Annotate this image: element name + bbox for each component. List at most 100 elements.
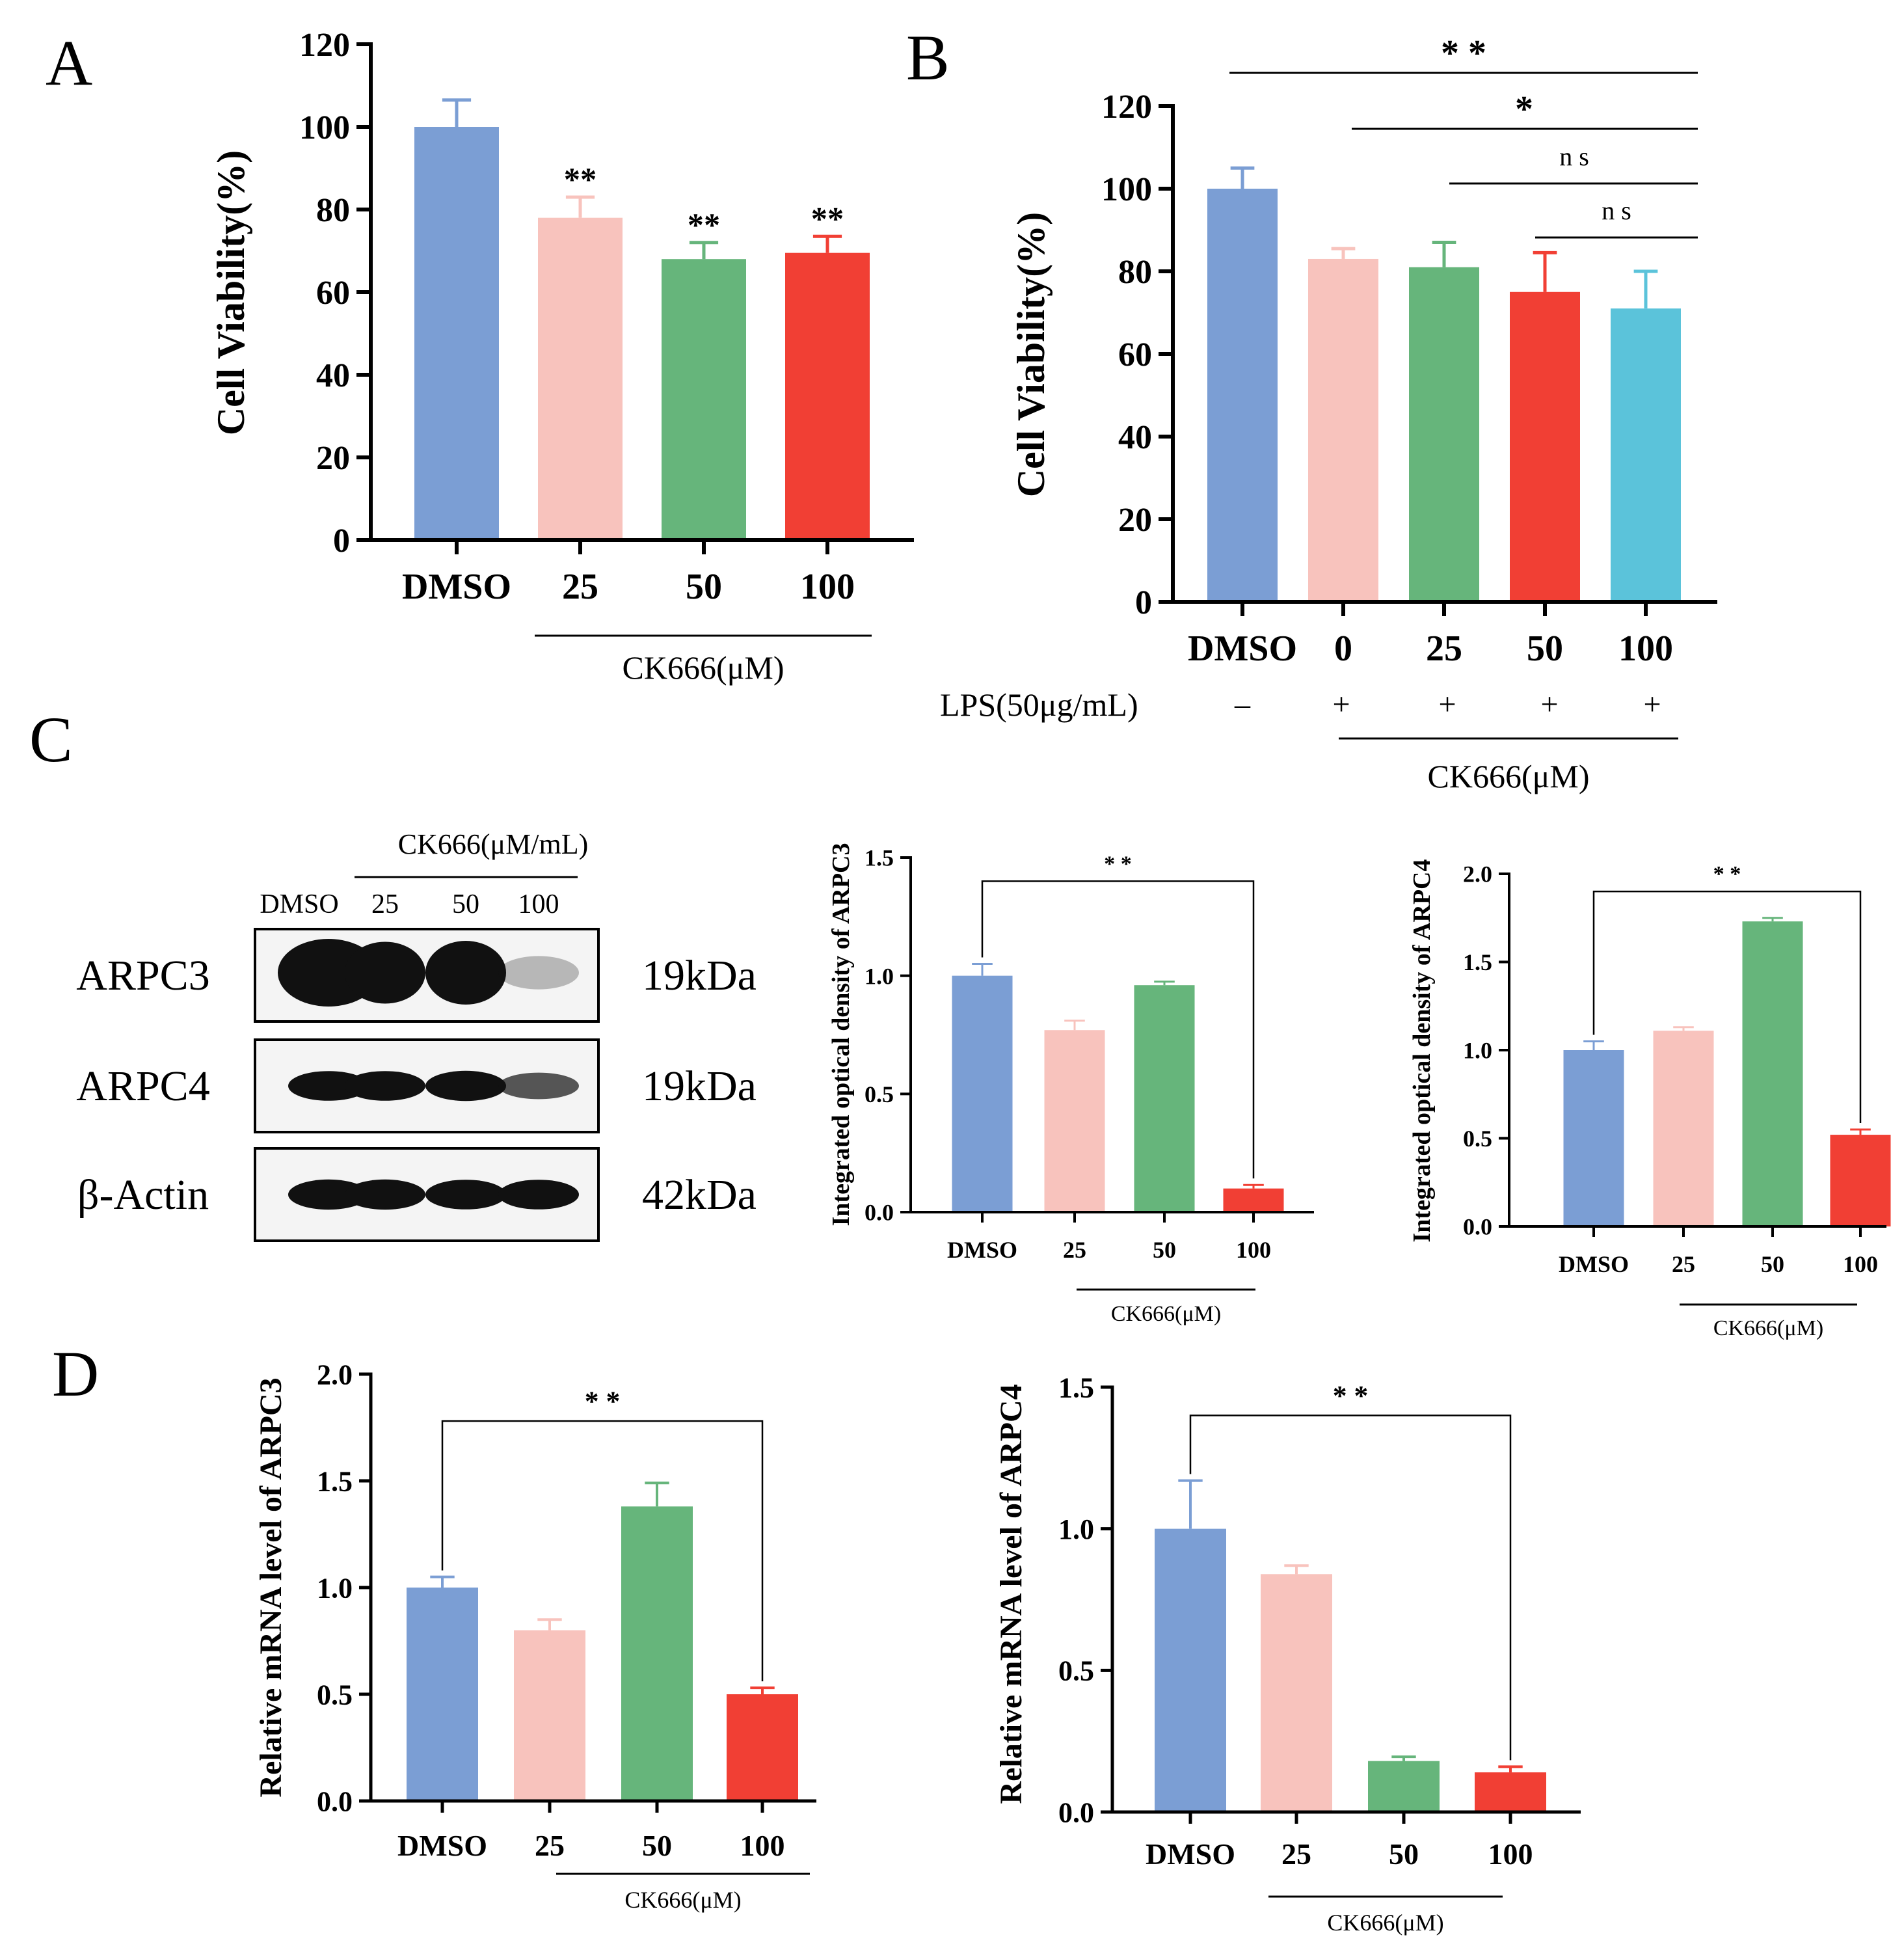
blot-band: [288, 1179, 369, 1210]
bar-C4-DMSO: [1563, 1050, 1624, 1226]
bar-B-100: [1611, 308, 1681, 602]
y-tick-label: 120: [1101, 88, 1152, 126]
chart-B: B DMSO 0 25 50 100 0 20 40 60 80 100 120 Cell Viabili…: [906, 21, 1717, 794]
bar-C3-DMSO: [952, 975, 1013, 1212]
y-tick-label: 1.0: [1463, 1038, 1492, 1064]
y-tick-label: 1.0: [865, 963, 894, 989]
x-tick-label: DMSO: [402, 567, 511, 607]
error-bar-A-0: [442, 98, 472, 127]
bar-C4-25: [1653, 1031, 1714, 1226]
blot-protein-label: ARPC4: [76, 1062, 209, 1110]
error-bar-D3-1: [537, 1618, 562, 1630]
x-tick-label: 100: [1236, 1237, 1271, 1263]
x-tick-label: 25: [1672, 1251, 1695, 1277]
bar-A-100: [785, 252, 870, 540]
lps-sign: +: [1643, 687, 1661, 722]
y-tick-label: 100: [299, 109, 350, 146]
chart-C4: DMSO 25 50 100 0.0 0.5 1.0 1.5 2.0 Integrated opt…: [1408, 859, 1891, 1340]
error-bar-D4-1: [1284, 1564, 1309, 1575]
error-bar-D3-0: [430, 1575, 455, 1588]
blot-lane-label: 50: [452, 889, 479, 919]
y-tick-label: 0.5: [317, 1679, 353, 1711]
y-tick-label: 0.0: [317, 1785, 353, 1817]
group-label: CK666(μM): [1427, 758, 1589, 794]
x-tick-label: 50: [686, 567, 722, 607]
error-bar-B-4: [1633, 269, 1658, 309]
lps-sign: –: [1234, 687, 1251, 722]
y-tick-label: 0.0: [865, 1200, 894, 1226]
x-tick-label: 50: [1761, 1251, 1784, 1277]
comparison-label: * *: [1441, 33, 1486, 74]
blot-band: [345, 1071, 425, 1101]
error-bar-D3-3: [750, 1686, 775, 1694]
y-axis-label: Relative mRNA level of ARPC3: [254, 1377, 288, 1797]
blot-band: [345, 941, 425, 1004]
blot-size-label: 19kDa: [642, 952, 757, 999]
y-axis-label: Cell Viability(%): [209, 150, 252, 435]
x-tick-label: 100: [1843, 1251, 1878, 1277]
x-tick-label: 25: [1063, 1237, 1086, 1263]
error-bar-B-0: [1230, 166, 1255, 189]
blot-row-2: β-Actin 42kDa: [77, 1147, 757, 1242]
error-bar-D4-3: [1498, 1765, 1523, 1773]
x-tick-label: 50: [642, 1829, 672, 1862]
bar-A-50: [662, 259, 746, 540]
y-tick-label: 0.0: [1463, 1214, 1492, 1240]
y-tick-label: 60: [316, 275, 350, 312]
bar-C3-25: [1044, 1030, 1105, 1212]
y-tick-label: 20: [1118, 502, 1152, 539]
group-label: CK666(μM): [622, 649, 784, 686]
bar-B-DMSO: [1207, 189, 1278, 602]
blot-lane-label: DMSO: [260, 889, 338, 919]
comparison-label: *: [1515, 89, 1533, 129]
x-tick-label: 100: [1618, 629, 1673, 669]
error-bar-B-1: [1331, 247, 1356, 259]
blot-treatment-label: CK666(μM/mL): [398, 828, 588, 860]
x-tick-label: 50: [1389, 1837, 1419, 1871]
error-bar-A-2: [689, 241, 719, 260]
bar-B-50: [1510, 291, 1580, 602]
blot-protein-label: β-Actin: [77, 1171, 209, 1219]
bracket-label: * *: [1713, 862, 1741, 886]
significance-bracket: [981, 880, 1255, 1179]
x-tick-label: 100: [740, 1829, 785, 1862]
blot-size-label: 19kDa: [642, 1062, 757, 1110]
x-tick-label: 100: [1488, 1837, 1533, 1871]
y-tick-label: 60: [1118, 336, 1152, 373]
bar-D4-50: [1368, 1761, 1440, 1812]
panel-letter-B: B: [906, 21, 950, 94]
y-tick-label: 0.5: [865, 1081, 894, 1107]
x-tick-label: 25: [1426, 629, 1462, 669]
x-tick-label: DMSO: [1188, 629, 1297, 669]
error-bar-C4-0: [1583, 1040, 1604, 1050]
y-tick-label: 1.0: [317, 1572, 353, 1604]
bar-D3-DMSO: [407, 1588, 478, 1801]
y-tick-label: 0.0: [1058, 1796, 1094, 1828]
panel-letter-C: C: [29, 703, 73, 776]
y-tick-label: 0: [1135, 584, 1152, 621]
y-axis-label: Integrated optical density of ARPC4: [1408, 859, 1436, 1243]
error-bar-C3-3: [1243, 1184, 1264, 1189]
y-tick-label: 120: [299, 27, 350, 64]
x-tick-label: 25: [535, 1829, 565, 1862]
error-bar-C3-1: [1064, 1020, 1085, 1031]
error-bar-D4-2: [1391, 1755, 1416, 1761]
bar-C3-100: [1223, 1188, 1284, 1212]
y-tick-label: 0.5: [1463, 1126, 1492, 1152]
y-axis-label: Integrated optical density of ARPC3: [827, 843, 855, 1226]
bar-A-DMSO: [414, 127, 499, 540]
x-tick-label: DMSO: [1146, 1837, 1235, 1871]
y-tick-label: 1.5: [1058, 1372, 1094, 1403]
x-tick-label: DMSO: [397, 1829, 487, 1862]
panel-letter-D: D: [52, 1338, 99, 1410]
y-tick-label: 2.0: [317, 1359, 353, 1390]
x-tick-label: DMSO: [1559, 1251, 1629, 1277]
error-bar-A-3: [812, 234, 842, 253]
error-bar-A-1: [565, 195, 595, 218]
bar-C4-100: [1830, 1135, 1891, 1226]
blot-band: [425, 1070, 506, 1102]
significance-label: **: [688, 207, 720, 243]
bar-D4-DMSO: [1155, 1528, 1226, 1812]
error-bar-D4-0: [1178, 1479, 1203, 1529]
panel-letter-A: A: [46, 27, 92, 99]
